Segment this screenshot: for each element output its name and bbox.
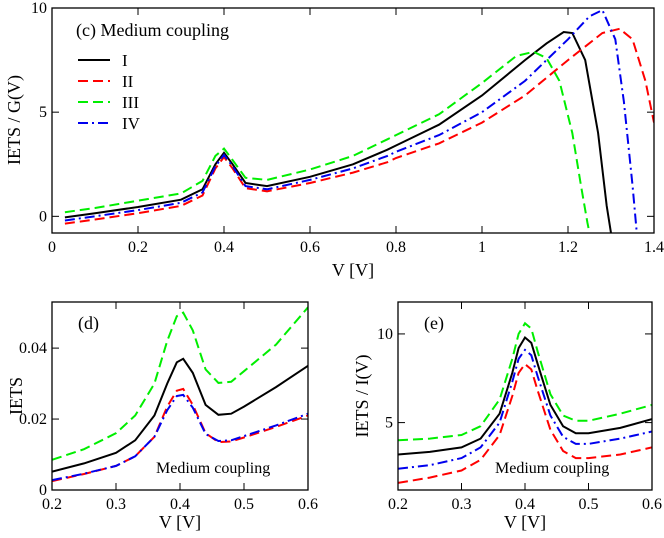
panel-d-y-axis-label: IETS xyxy=(6,377,26,415)
x-tick-label: 0.5 xyxy=(234,496,254,513)
x-tick-label: 0.4 xyxy=(515,496,535,513)
x-tick-label: 1 xyxy=(478,239,486,256)
panel-e-ticks: 0.2 0.3 0.4 0.5 0.6 5 10 xyxy=(377,302,662,513)
panel-c-title: (c) Medium coupling xyxy=(76,20,229,41)
panel-d-ticks: 0.2 0.3 0.4 0.5 0.6 0 0.02 0.04 xyxy=(19,302,318,513)
panel-c-series-iv-line xyxy=(64,8,638,233)
y-tick-label: 10 xyxy=(377,326,393,343)
x-tick-label: 0 xyxy=(48,239,56,256)
y-tick-label: 0.02 xyxy=(19,411,47,428)
panel-e-x-axis-label: V [V] xyxy=(504,512,546,532)
panel-d-series-group xyxy=(52,306,308,483)
x-tick-label: 0.4 xyxy=(170,496,190,513)
x-tick-label: 0.2 xyxy=(388,496,408,513)
panel-c-series-ii-line xyxy=(64,27,654,225)
panel-d-series-ii-line xyxy=(52,387,308,483)
x-tick-label: 0.2 xyxy=(42,496,62,513)
y-tick-label: 5 xyxy=(39,104,47,121)
panel-c-series-i-line xyxy=(64,30,612,233)
x-tick-label: 0.6 xyxy=(298,496,318,513)
panel-c-x-axis-label: V [V] xyxy=(332,260,374,280)
panel-e-series-group xyxy=(398,321,652,484)
panel-c-axes-frame xyxy=(51,7,655,234)
x-tick-label: 0.3 xyxy=(106,496,126,513)
panel-d-series-iii-line xyxy=(52,306,308,461)
panel-e-series-iv-line xyxy=(398,348,652,470)
panel-d-iets: 0.2 0.3 0.4 0.5 0.6 0 0.02 0.04 (d) Medium coup… xyxy=(6,301,318,532)
panel-e-series-iii-line xyxy=(398,321,652,442)
panel-c-ticks: 0 0.2 0.4 0.6 0.8 1 1.2 1.4 0 5 10 xyxy=(31,0,664,256)
panel-c-series-group xyxy=(64,8,654,233)
x-tick-label: 1.2 xyxy=(558,239,578,256)
panel-c-series-iii-line xyxy=(64,50,591,233)
panel-d-series-i-line xyxy=(52,357,308,473)
panel-d-x-axis-label: V [V] xyxy=(159,512,201,532)
y-tick-label: 0 xyxy=(39,482,47,499)
y-tick-label: 5 xyxy=(385,415,393,432)
x-tick-label: 0.8 xyxy=(386,239,406,256)
x-tick-label: 1.4 xyxy=(644,239,664,256)
legend-label-iv: IV xyxy=(122,114,141,133)
x-tick-label: 0.6 xyxy=(300,239,320,256)
panel-e-title: (e) xyxy=(424,313,444,334)
legend-label-ii: II xyxy=(122,72,134,91)
panel-e-y-axis-label: IETS / I(V) xyxy=(352,355,373,438)
x-tick-label: 0.6 xyxy=(642,496,662,513)
panel-d-annotation: Medium coupling xyxy=(156,460,270,477)
x-tick-label: 0.4 xyxy=(214,239,234,256)
panel-c-y-axis-label: IETS / G(V) xyxy=(4,75,25,165)
legend-label-i: I xyxy=(122,51,128,70)
x-tick-label: 0.5 xyxy=(579,496,599,513)
x-tick-label: 0.2 xyxy=(128,239,148,256)
panel-d-series-iv-line xyxy=(52,393,308,482)
panel-d-title: (d) xyxy=(78,313,99,334)
y-tick-label: 10 xyxy=(31,0,47,17)
y-tick-label: 0.04 xyxy=(19,340,47,357)
panel-e-iets-over-current: 0.2 0.3 0.4 0.5 0.6 5 10 (e) Medium coupling V… xyxy=(352,301,662,532)
panel-e-series-ii-line xyxy=(398,362,652,484)
panel-e-annotation: Medium coupling xyxy=(495,460,609,477)
x-tick-label: 0.3 xyxy=(452,496,472,513)
panel-e-series-i-line xyxy=(398,335,652,456)
panel-c-medium-coupling: 0 0.2 0.4 0.6 0.8 1 1.2 1.4 0 5 10 (c) Medium coup… xyxy=(4,0,664,280)
y-tick-label: 0 xyxy=(39,208,47,225)
legend-label-iii: III xyxy=(122,93,139,112)
